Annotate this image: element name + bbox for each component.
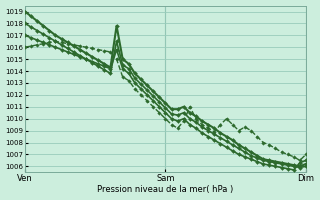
X-axis label: Pression niveau de la mer( hPa ): Pression niveau de la mer( hPa ) (97, 185, 234, 194)
